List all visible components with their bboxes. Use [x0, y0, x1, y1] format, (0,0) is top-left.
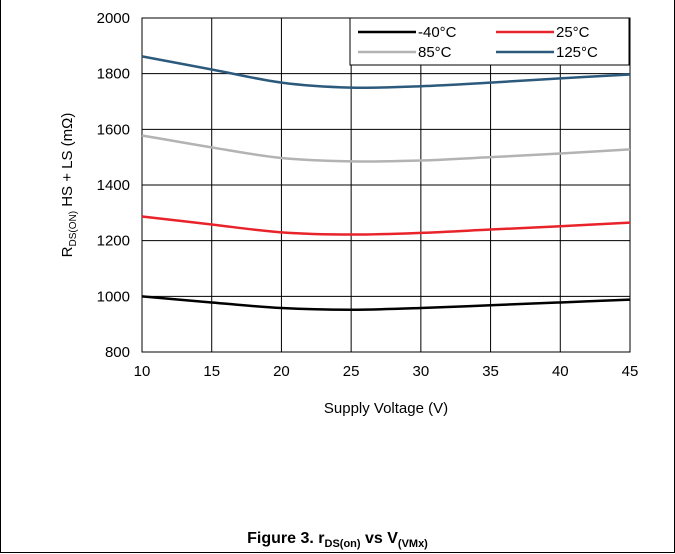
x-tick-label: 30	[413, 363, 430, 380]
x-tick-label: 35	[482, 363, 499, 380]
x-axis-label: Supply Voltage (V)	[324, 400, 448, 417]
caption-sub1: DS(on)	[324, 538, 361, 550]
y-axis-label-rest: HS + LS (mΩ)	[59, 113, 76, 211]
y-tick-label: 1400	[97, 177, 130, 194]
y-tick-label: 1200	[97, 233, 130, 250]
series-line	[141, 55, 631, 89]
grid	[141, 17, 631, 353]
x-tick-label: 20	[273, 363, 290, 380]
series-line	[141, 134, 631, 163]
figure-caption: Figure 3. rDS(on) vs V(VMx)	[0, 530, 675, 550]
x-tick-label: 10	[134, 363, 151, 380]
legend-label: -40°C	[418, 24, 457, 41]
caption-sub2: (VMx)	[397, 538, 428, 550]
x-tick-label: 25	[343, 363, 360, 380]
y-tick-label: 1800	[97, 66, 130, 83]
series-line	[141, 215, 631, 236]
y-axis-label-main: R	[59, 246, 76, 257]
legend-label: 125°C	[556, 44, 598, 61]
legend-label: 85°C	[418, 44, 452, 61]
legend-label: 25°C	[556, 24, 590, 41]
legend-box	[349, 17, 630, 66]
y-axis-label: RDS(ON) HS + LS (mΩ)	[59, 113, 79, 258]
legend: -40°C 25°C 85°C 125°C	[349, 17, 630, 66]
caption-mid: vs V	[360, 530, 398, 547]
series-line	[141, 295, 631, 311]
y-axis-label-sub: DS(ON)	[68, 211, 79, 247]
axes: 10 15 20 25 30 35 40 45 800 1000 1200 1400 1600 1800 2…	[97, 10, 639, 380]
y-tick-label: 2000	[97, 10, 130, 27]
x-tick-label: 40	[552, 363, 569, 380]
y-tick-label: 800	[105, 344, 130, 361]
x-tick-label: 15	[203, 363, 220, 380]
y-tick-label: 1000	[97, 288, 130, 305]
x-tick-label: 45	[622, 363, 639, 380]
y-tick-label: 1600	[97, 121, 130, 138]
series-lines	[141, 55, 631, 311]
caption-prefix: Figure 3. r	[247, 530, 325, 547]
rdson-chart: 10 15 20 25 30 35 40 45 800 1000 1200 1400 1600 1800 2…	[59, 10, 639, 417]
